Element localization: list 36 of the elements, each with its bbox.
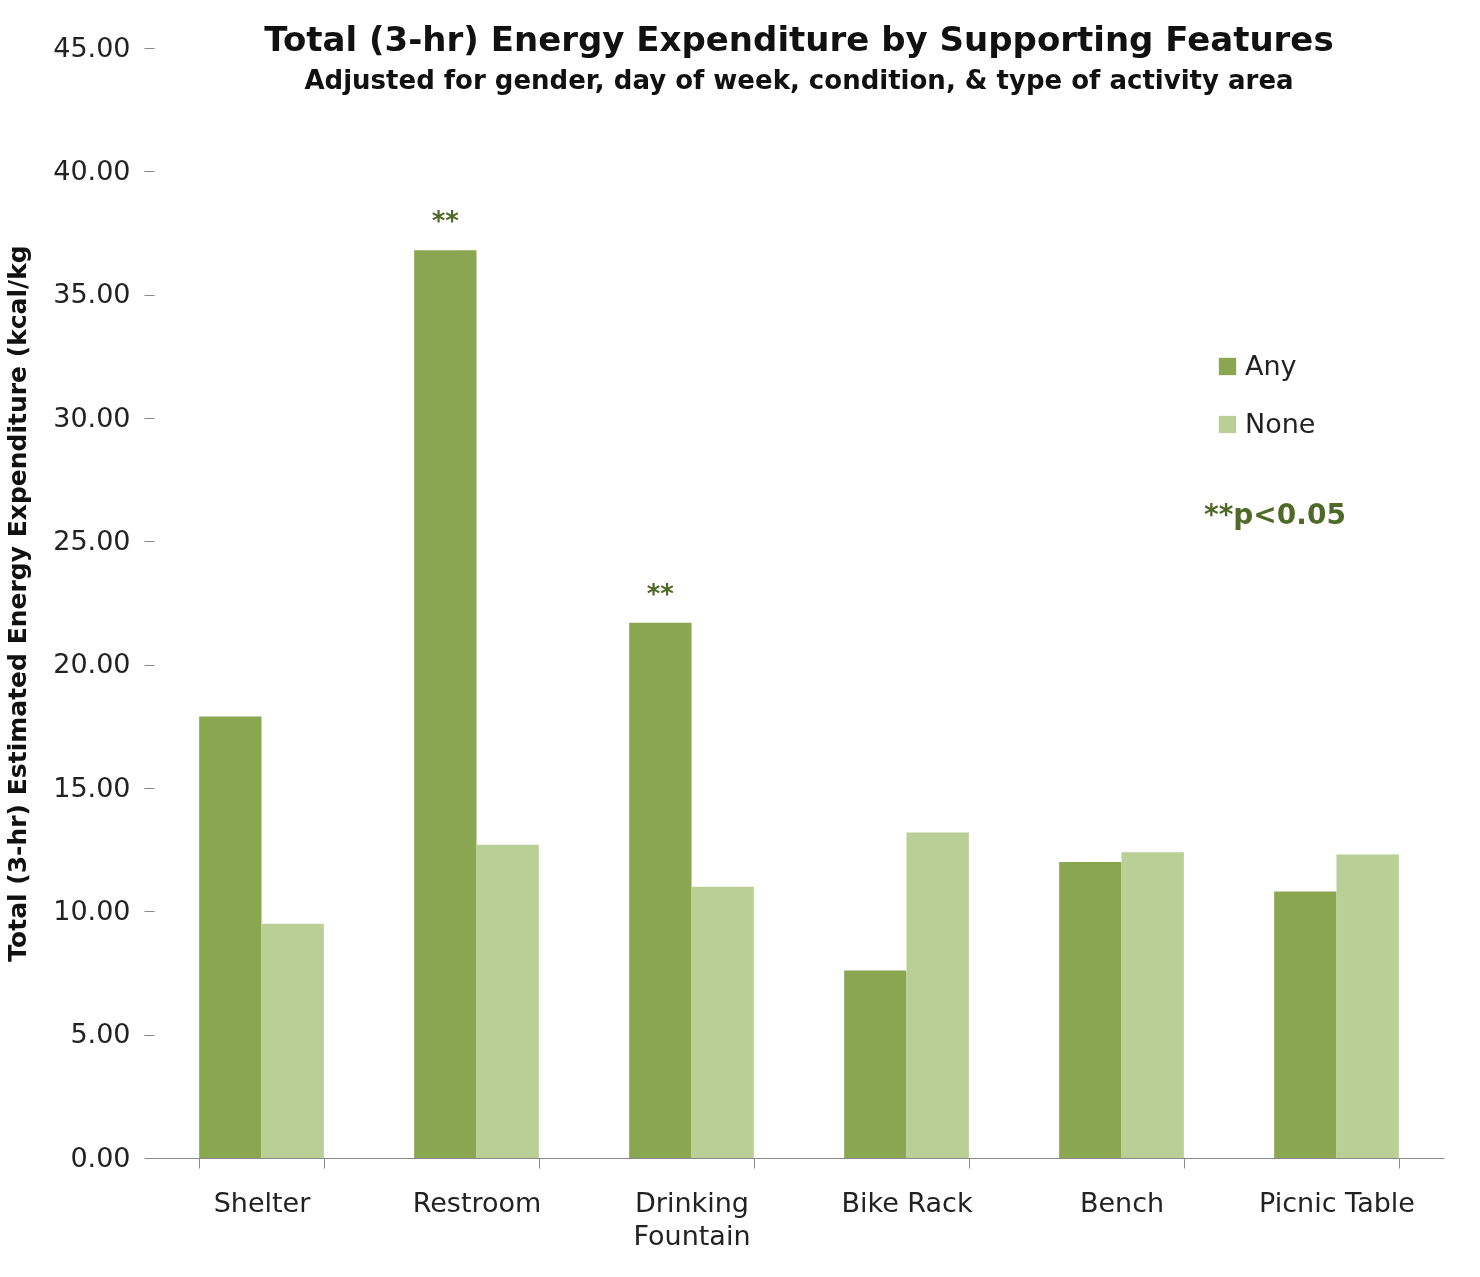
y-tick-label: 10.00 [53, 894, 131, 926]
annotation: ** [646, 578, 675, 609]
y-tick-label: 40.00 [53, 154, 131, 186]
chart-title: Total (3-hr) Energy Expenditure by Supporting Features [264, 19, 1334, 59]
y-tick-label: 15.00 [53, 771, 131, 803]
x-tick-label: Drinking Fountain [633, 1186, 751, 1251]
x-tick-label: Bike Rack [841, 1186, 973, 1218]
x-tick-label: Bench [1079, 1186, 1165, 1218]
bar [1059, 862, 1122, 1158]
bar [199, 716, 262, 1158]
y-tick-label: 5.00 [70, 1018, 131, 1050]
annotation: ** [431, 206, 460, 237]
y-tick-label: 45.00 [53, 31, 131, 63]
y-tick-label: 30.00 [53, 401, 131, 433]
y-tick-label: 25.00 [53, 524, 131, 556]
y-axis-title: Total (3-hr) Estimated Energy Expenditure (kcal/kg [3, 245, 33, 962]
bar [1336, 854, 1399, 1158]
legend-label: None [1245, 407, 1316, 439]
bar [1274, 891, 1337, 1158]
y-tick-label: 0.00 [70, 1141, 131, 1173]
x-tick-label: Shelter [213, 1186, 312, 1218]
annotation: **p<0.05 [1204, 498, 1346, 531]
bar [1121, 852, 1184, 1158]
bar [414, 250, 477, 1158]
bar [476, 844, 539, 1158]
text: Adjusted for gender, day of week, condition, & type of activity area [304, 65, 1294, 95]
legend-label: Any [1245, 349, 1297, 381]
bar [906, 832, 969, 1158]
y-tick-label: 20.00 [53, 648, 131, 680]
bar [691, 886, 754, 1158]
y-tick-label: 35.00 [53, 278, 131, 310]
bar [844, 970, 907, 1158]
x-tick-label: Picnic Table [1259, 1186, 1415, 1218]
bar [629, 622, 692, 1158]
x-tick-label: Restroom [412, 1186, 542, 1218]
bar [261, 923, 324, 1158]
